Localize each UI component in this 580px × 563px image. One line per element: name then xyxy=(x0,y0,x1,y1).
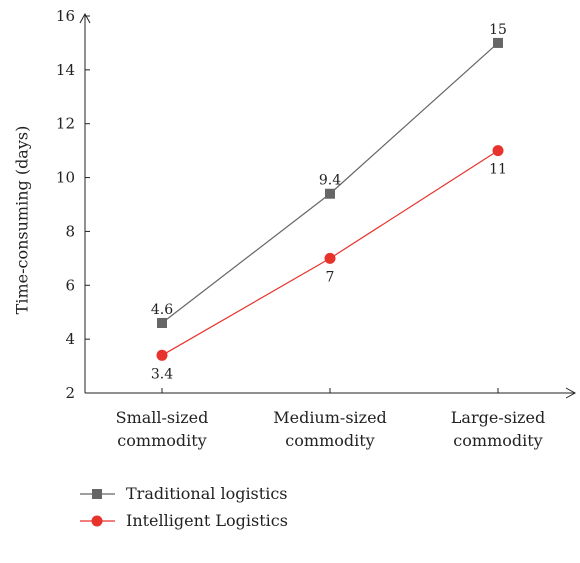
legend-circle-icon xyxy=(91,515,103,527)
data-label: 7 xyxy=(326,269,335,285)
data-point-marker xyxy=(156,349,168,361)
legend-label: Intelligent Logistics xyxy=(126,511,288,530)
x-category-label: Large-sized commodity xyxy=(451,408,545,450)
y-tick-label: 10 xyxy=(56,169,75,187)
data-point-marker xyxy=(157,317,167,328)
y-tick-label: 8 xyxy=(65,222,75,240)
x-category-line: commodity xyxy=(285,431,374,450)
y-tick-label: 16 xyxy=(56,7,75,25)
data-label: 15 xyxy=(489,22,507,38)
data-point-marker xyxy=(325,188,335,199)
x-category-line: commodity xyxy=(117,431,206,450)
y-tick-label: 4 xyxy=(65,330,75,348)
legend: Traditional logistics Intelligent Logisti… xyxy=(80,484,288,530)
series-layer: 4.6 9.4 15 3.4 7 11 xyxy=(151,22,507,382)
data-point-marker xyxy=(324,252,336,264)
y-ticks: 2 4 6 8 10 12 14 16 xyxy=(56,7,90,402)
data-label: 4.6 xyxy=(151,302,173,318)
data-label: 11 xyxy=(489,162,507,178)
x-category-line: commodity xyxy=(453,431,542,450)
data-label: 3.4 xyxy=(151,366,173,382)
legend-label: Traditional logistics xyxy=(126,484,287,503)
y-tick-label: 6 xyxy=(65,276,75,294)
x-category-line: Large-sized xyxy=(451,408,545,427)
data-label: 9.4 xyxy=(319,173,341,189)
y-axis-title: Time-consuming (days) xyxy=(13,126,32,315)
x-ticks: Small-sized commodity Medium-sized commodit… xyxy=(116,388,545,450)
data-point-marker xyxy=(493,37,503,48)
x-category-line: Medium-sized xyxy=(273,408,387,427)
y-tick-label: 12 xyxy=(56,115,75,133)
y-tick-label: 14 xyxy=(56,61,75,79)
legend-square-icon xyxy=(92,489,102,499)
y-axis-arrow-icon xyxy=(79,12,91,24)
x-category-label: Small-sized commodity xyxy=(116,408,209,450)
data-point-marker xyxy=(492,145,504,157)
x-category-label: Medium-sized commodity xyxy=(273,408,387,450)
x-axis-arrow-icon xyxy=(565,387,577,399)
y-tick-label: 2 xyxy=(65,384,75,402)
x-category-line: Small-sized xyxy=(116,408,209,427)
